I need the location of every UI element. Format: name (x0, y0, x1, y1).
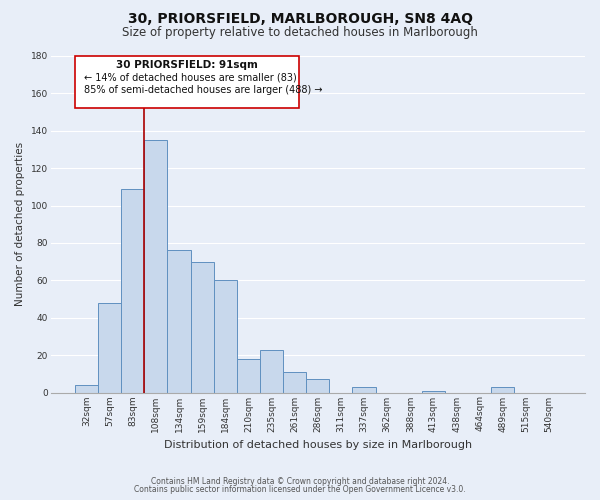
Bar (491, 387, 514, 392)
Bar (75, 385, 98, 392)
Text: ← 14% of detached houses are smaller (83): ← 14% of detached houses are smaller (83… (84, 73, 296, 83)
Bar (237, 359, 260, 392)
Bar (98, 303, 121, 392)
Bar (167, 250, 191, 392)
Bar (214, 280, 237, 392)
X-axis label: Distribution of detached houses by size in Marlborough: Distribution of detached houses by size … (164, 440, 472, 450)
Bar (283, 372, 306, 392)
Bar (144, 140, 167, 392)
Text: Contains public sector information licensed under the Open Government Licence v3: Contains public sector information licen… (134, 485, 466, 494)
Text: 30 PRIORSFIELD: 91sqm: 30 PRIORSFIELD: 91sqm (116, 60, 258, 70)
Text: Size of property relative to detached houses in Marlborough: Size of property relative to detached ho… (122, 26, 478, 39)
Bar (260, 350, 283, 393)
Bar (422, 390, 445, 392)
Y-axis label: Number of detached properties: Number of detached properties (15, 142, 25, 306)
Text: 30, PRIORSFIELD, MARLBOROUGH, SN8 4AQ: 30, PRIORSFIELD, MARLBOROUGH, SN8 4AQ (128, 12, 473, 26)
Bar (191, 262, 214, 392)
Bar (352, 387, 376, 392)
Bar (306, 380, 329, 392)
Text: 85% of semi-detached houses are larger (488) →: 85% of semi-detached houses are larger (… (84, 85, 322, 95)
Text: Contains HM Land Registry data © Crown copyright and database right 2024.: Contains HM Land Registry data © Crown c… (151, 477, 449, 486)
Bar (121, 188, 144, 392)
